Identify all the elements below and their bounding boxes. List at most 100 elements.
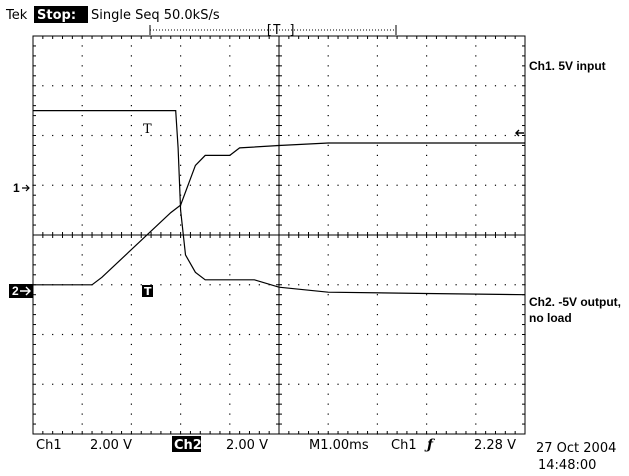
grid-dot bbox=[229, 194, 231, 196]
grid-dot bbox=[130, 284, 132, 286]
grid-dot bbox=[229, 124, 231, 127]
grid-dot bbox=[239, 184, 241, 186]
grid-dot bbox=[376, 65, 378, 67]
grid-dot bbox=[111, 284, 113, 286]
grid-dot bbox=[239, 134, 241, 137]
grid-dot bbox=[376, 304, 378, 306]
ch2-ground-marker: 2 bbox=[12, 284, 19, 298]
grid-dot bbox=[376, 124, 378, 127]
grid-dot bbox=[91, 184, 93, 186]
grid-dot bbox=[406, 85, 408, 87]
grid-dot bbox=[366, 184, 369, 186]
grid-dot bbox=[130, 45, 132, 47]
grid-dot bbox=[239, 333, 241, 336]
grid-dot bbox=[219, 134, 221, 137]
grid-dot bbox=[229, 323, 231, 326]
grid-dot bbox=[475, 423, 477, 425]
grid-dot bbox=[81, 45, 83, 47]
grid-dot bbox=[180, 174, 182, 176]
grid-dot bbox=[416, 333, 418, 336]
grid-dot bbox=[81, 85, 83, 87]
grid-dot bbox=[101, 383, 103, 385]
grid-dot bbox=[406, 284, 408, 286]
grid-dot bbox=[229, 254, 231, 256]
grid-dot bbox=[416, 383, 418, 385]
footer-timebase: M1.00ms bbox=[309, 438, 369, 453]
grid-dot bbox=[71, 134, 73, 137]
grid-dot bbox=[445, 184, 447, 186]
grid-dot bbox=[504, 383, 506, 385]
grid-dot bbox=[160, 333, 162, 336]
grid-dot bbox=[307, 134, 310, 137]
grid-dot bbox=[376, 343, 378, 346]
grid-dot bbox=[455, 284, 457, 286]
grid-dot bbox=[475, 343, 477, 346]
grid-dot bbox=[298, 85, 300, 87]
grid-dot bbox=[81, 224, 83, 226]
grid-dot bbox=[189, 134, 192, 137]
grid-dot bbox=[406, 383, 408, 385]
ch2-label-line2: no load bbox=[529, 311, 572, 325]
grid-dot bbox=[130, 383, 132, 385]
grid-dot bbox=[327, 393, 329, 395]
grid-dot bbox=[514, 383, 516, 385]
grid-dot bbox=[327, 144, 329, 147]
grid-dot bbox=[327, 154, 329, 156]
grid-dot bbox=[130, 343, 132, 346]
grid-dot bbox=[61, 184, 64, 186]
grid-dot bbox=[180, 274, 182, 276]
grid-dot bbox=[485, 284, 487, 286]
ch2-marker-arrow-icon bbox=[20, 286, 31, 296]
grid-dot bbox=[288, 284, 290, 286]
grid-dot bbox=[455, 333, 457, 336]
grid-dot bbox=[229, 264, 231, 266]
grid-dot bbox=[475, 284, 477, 286]
acquisition-info: Single Seq 50.0kS/s bbox=[91, 8, 220, 23]
grid-dot bbox=[180, 65, 182, 67]
grid-dot bbox=[81, 204, 83, 206]
grid-dot bbox=[130, 214, 132, 216]
ch2-label-line1: Ch2. -5V output, bbox=[529, 295, 621, 309]
grid-dot bbox=[426, 393, 428, 395]
grid-dot bbox=[445, 333, 447, 336]
grid-dot bbox=[71, 184, 73, 186]
grid-dot bbox=[229, 95, 231, 97]
grid-dot bbox=[426, 244, 428, 246]
grid-dot bbox=[130, 304, 132, 306]
grid-dot bbox=[386, 85, 388, 87]
trigger-slope-icon: ƒ bbox=[424, 437, 436, 453]
ch1-marker-arrow-icon bbox=[22, 184, 30, 192]
grid-dot bbox=[180, 154, 182, 156]
grid-dot bbox=[229, 274, 231, 276]
grid-dot bbox=[130, 323, 132, 326]
grid-dot bbox=[130, 154, 132, 156]
grid-dot bbox=[475, 323, 477, 326]
grid-dot bbox=[426, 363, 428, 365]
grid-dot bbox=[426, 264, 428, 266]
grid-dot bbox=[199, 184, 201, 186]
footer-trigger-level: 2.28 V bbox=[474, 438, 516, 453]
grid-dot bbox=[317, 184, 319, 186]
grid-dot bbox=[327, 105, 329, 107]
grid-dot bbox=[465, 383, 467, 385]
grid-dot bbox=[465, 333, 467, 336]
grid-dot bbox=[475, 164, 477, 166]
grid-dot bbox=[376, 164, 378, 166]
grid-dot bbox=[475, 373, 477, 375]
grid-dot bbox=[81, 154, 83, 156]
grid-dot bbox=[180, 294, 182, 296]
ch2-trace bbox=[33, 110, 526, 296]
grid-dot bbox=[327, 244, 329, 246]
grid-dot bbox=[42, 85, 44, 87]
grid-dot bbox=[42, 134, 44, 137]
grid-dot bbox=[455, 134, 457, 137]
grid-dot bbox=[81, 304, 83, 306]
grid-dot bbox=[209, 333, 211, 336]
grid-dot bbox=[42, 184, 44, 186]
grid-dot bbox=[376, 353, 378, 355]
grid-dot bbox=[81, 363, 83, 365]
grid-dot bbox=[396, 383, 398, 385]
grid-dot bbox=[426, 65, 428, 67]
grid-dot bbox=[347, 383, 349, 385]
